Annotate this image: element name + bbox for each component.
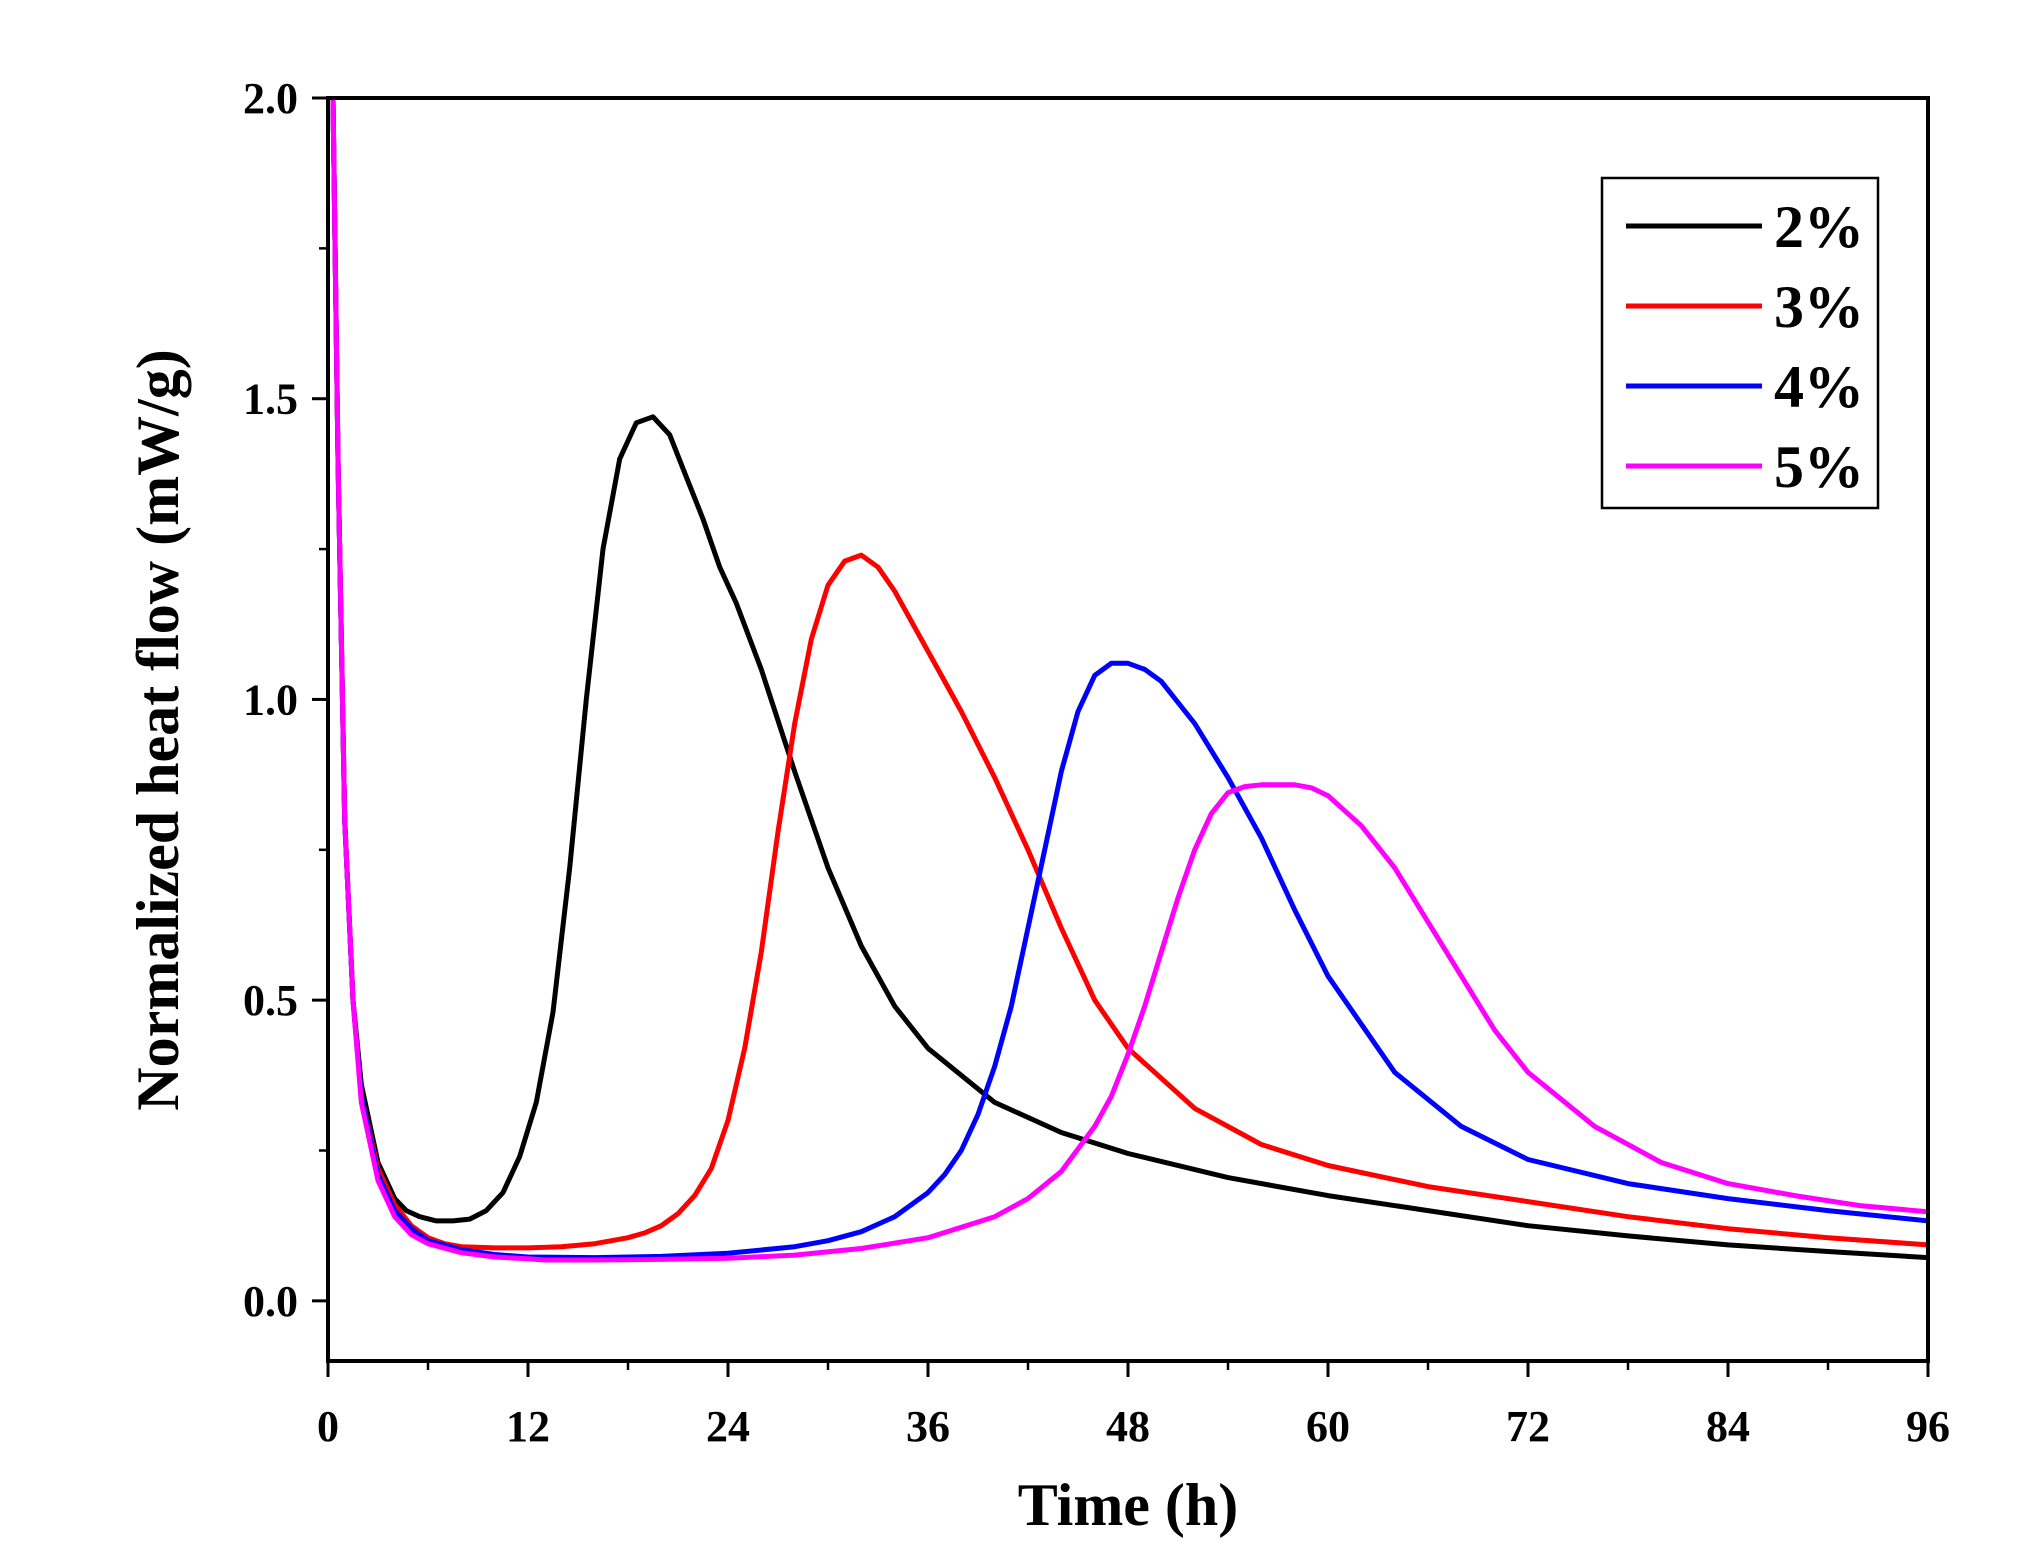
y-axis-ticks: 0.0 0.5 1.0 1.5 2.0 — [243, 74, 328, 1326]
x-tick-label: 84 — [1706, 1402, 1750, 1451]
x-tick-label: 12 — [506, 1402, 550, 1451]
x-axis-title: Time (h) — [1018, 1472, 1239, 1538]
x-tick-label: 60 — [1306, 1402, 1350, 1451]
x-tick-label: 72 — [1506, 1402, 1550, 1451]
legend-label: 4% — [1774, 354, 1864, 420]
legend-label: 3% — [1774, 274, 1864, 340]
x-axis-ticks: 0 12 24 36 48 60 72 84 96 — [317, 1361, 1950, 1451]
legend-label: 2% — [1774, 194, 1864, 260]
series-line-2pct — [330, 98, 1928, 1261]
series-line-5pct — [330, 98, 1928, 1263]
y-tick-label: 2.0 — [243, 74, 298, 123]
x-tick-label: 48 — [1106, 1402, 1150, 1451]
x-tick-label: 0 — [317, 1402, 339, 1451]
legend: 2% 3% 4% 5% — [1600, 176, 1880, 510]
x-tick-label: 36 — [906, 1402, 950, 1451]
legend-box — [1600, 176, 1880, 510]
y-tick-label: 1.5 — [243, 375, 298, 424]
y-axis-title: Normalized heat flow (mW/g) — [125, 349, 191, 1110]
series-line-4pct — [330, 98, 1928, 1261]
x-tick-label: 24 — [706, 1402, 750, 1451]
series-layer — [330, 98, 1928, 1263]
x-tick-label: 96 — [1906, 1402, 1950, 1451]
series-line-3pct — [330, 98, 1928, 1251]
y-tick-label: 0.0 — [243, 1277, 298, 1326]
legend-label: 5% — [1774, 434, 1864, 500]
y-tick-label: 0.5 — [243, 976, 298, 1025]
y-tick-label: 1.0 — [243, 675, 298, 724]
